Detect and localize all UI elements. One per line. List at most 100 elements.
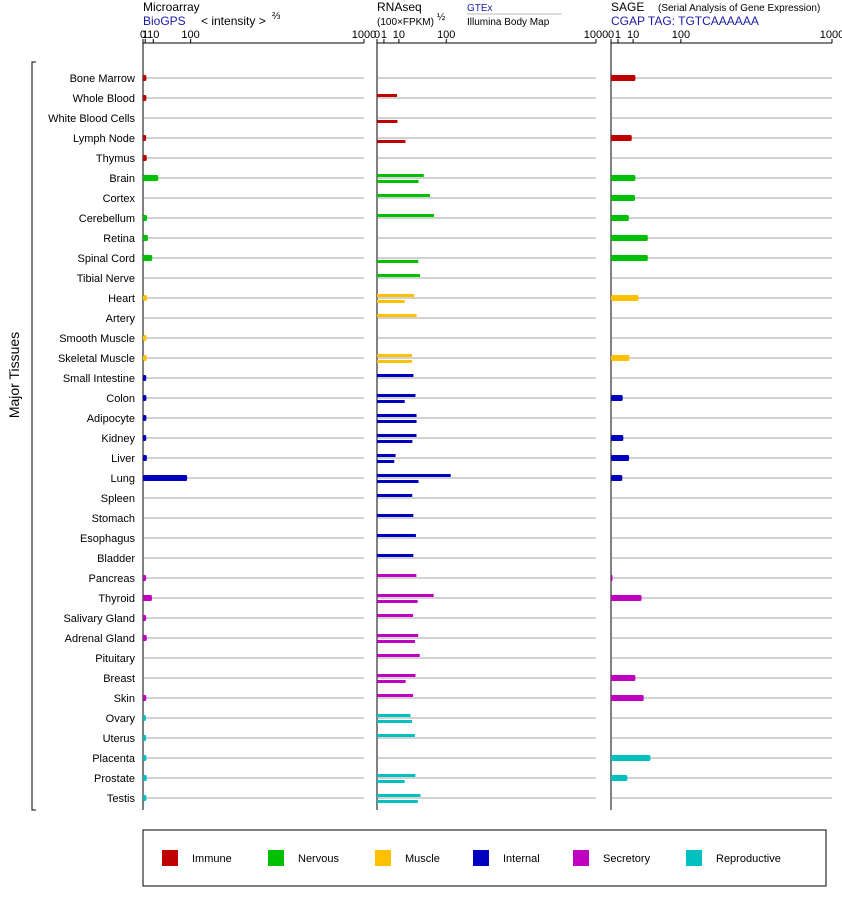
legend-label-nervous: Nervous <box>298 853 339 865</box>
row-label: Ovary <box>106 713 136 725</box>
row-label: Smooth Muscle <box>59 333 135 345</box>
rnaseq-illumina-bar <box>377 680 406 683</box>
sage-tick-label: 1000 <box>820 29 842 41</box>
fpkm-label: (100×FPKM) <box>377 17 434 28</box>
row-label: Cortex <box>103 193 136 205</box>
cgap-tag-link[interactable]: CGAP TAG: TGTCAAAAAA <box>611 14 759 28</box>
rnaseq-illumina-bar <box>377 800 418 803</box>
legend-swatch-secretory <box>573 850 589 866</box>
sage-bar <box>611 355 630 361</box>
microarray-bar <box>143 435 147 441</box>
biogps-link[interactable]: BioGPS <box>143 14 186 28</box>
sage-bar <box>611 775 628 781</box>
rnaseq-gtex-bar <box>377 394 416 397</box>
rnaseq-gtex-bar <box>377 534 416 537</box>
rnaseq-gtex-bar <box>377 794 421 797</box>
row-label: Small Intestine <box>63 373 135 385</box>
rnaseq-gtex-bar <box>377 374 414 377</box>
legend-label-muscle: Muscle <box>405 853 440 865</box>
microarray-bar <box>143 575 147 581</box>
rnaseq-gtex-bar <box>377 174 424 177</box>
row-label: Cerebellum <box>79 213 135 225</box>
microarray-bar <box>143 775 147 781</box>
legend-label-reproductive: Reproductive <box>716 853 781 865</box>
rnaseq-gtex-bar <box>377 714 411 717</box>
intensity-label: < intensity > <box>201 14 266 28</box>
row-label: Kidney <box>101 433 135 445</box>
microarray-bar <box>143 135 147 141</box>
row-label: Thymus <box>96 153 136 165</box>
rnaseq-illumina-bar <box>377 300 405 303</box>
sage-bar <box>611 75 636 81</box>
rnaseq-illumina-bar <box>377 720 412 723</box>
row-label: Bladder <box>97 553 135 565</box>
rnaseq-gtex-bar <box>377 634 419 637</box>
rnaseq-tick-label: 100 <box>437 29 455 41</box>
microarray-bar <box>143 175 159 181</box>
microarray-bar <box>143 155 147 161</box>
rnaseq-gtex-bar <box>377 434 417 437</box>
sage-bar <box>611 575 613 581</box>
fpkm-exponent: ½ <box>437 12 446 23</box>
row-label: Liver <box>111 453 135 465</box>
rnaseq-gtex-bar <box>377 294 415 297</box>
microarray-tick-label: 1000 <box>352 29 376 41</box>
microarray-header: Microarray <box>143 0 200 14</box>
row-label: Adrenal Gland <box>65 633 135 645</box>
row-label: Colon <box>106 393 135 405</box>
rnaseq-tick-label: 1 <box>381 29 387 41</box>
row-label: Thyroid <box>98 593 135 605</box>
rnaseq-header: RNAseq <box>377 0 422 14</box>
sage-bar <box>611 255 648 261</box>
row-label: Skeletal Muscle <box>58 353 135 365</box>
rnaseq-gtex-bar <box>377 674 416 677</box>
row-label: Artery <box>106 313 136 325</box>
legend-label-internal: Internal <box>503 853 540 865</box>
microarray-bar <box>143 415 147 421</box>
microarray-bar <box>143 615 147 621</box>
row-label: Placenta <box>92 753 136 765</box>
rnaseq-gtex-bar <box>377 274 421 277</box>
rnaseq-illumina-bar <box>377 120 398 123</box>
group-bracket <box>31 61 36 811</box>
legend-swatch-muscle <box>375 850 391 866</box>
sage-tick-label: 10 <box>627 29 639 41</box>
sage-bar <box>611 695 644 701</box>
microarray-tick-label: 1 <box>142 29 148 41</box>
rnaseq-gtex-bar <box>377 414 417 417</box>
rnaseq-illumina-bar <box>377 640 415 643</box>
microarray-bar <box>143 355 147 361</box>
sage-bar <box>611 175 636 181</box>
rnaseq-gtex-bar <box>377 574 417 577</box>
sage-bar <box>611 675 636 681</box>
microarray-bar <box>143 395 147 401</box>
rnaseq-gtex-bar <box>377 454 396 457</box>
rnaseq-illumina-bar <box>377 780 405 783</box>
row-label: Testis <box>107 793 136 805</box>
gtex-link[interactable]: GTEx <box>467 3 493 14</box>
rnaseq-illumina-bar <box>377 600 418 603</box>
rnaseq-illumina-bar <box>377 260 419 263</box>
rnaseq-gtex-bar <box>377 474 451 477</box>
rnaseq-illumina-bar <box>377 460 395 463</box>
microarray-tick-label: 100 <box>181 29 199 41</box>
sage-bar <box>611 295 639 301</box>
rnaseq-gtex-bar <box>377 734 415 737</box>
rnaseq-illumina-bar <box>377 180 419 183</box>
rnaseq-illumina-bar <box>377 400 405 403</box>
rnaseq-tick-label: 0 <box>374 29 380 41</box>
microarray-tick-label: 0 <box>140 29 146 41</box>
sage-bar <box>611 475 623 481</box>
microarray-bar <box>143 595 152 601</box>
microarray-bar <box>143 735 147 741</box>
rnaseq-gtex-bar <box>377 654 420 657</box>
row-label: Pancreas <box>89 573 136 585</box>
rnaseq-gtex-bar <box>377 694 414 697</box>
microarray-bar <box>143 475 188 481</box>
row-label: Uterus <box>103 733 136 745</box>
row-label: Bone Marrow <box>70 73 135 85</box>
legend-swatch-nervous <box>268 850 284 866</box>
sage-bar <box>611 235 648 241</box>
sage-bar <box>611 435 624 441</box>
row-label: Esophagus <box>80 533 136 545</box>
